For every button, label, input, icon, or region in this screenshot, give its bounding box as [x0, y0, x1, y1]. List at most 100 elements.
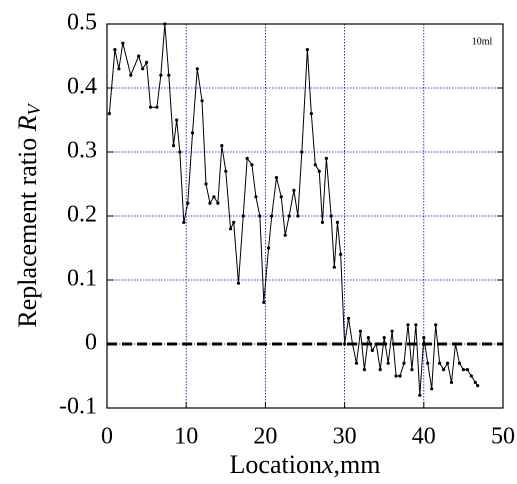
x-axis-label: Locationx,mm — [230, 450, 381, 479]
data-point — [200, 99, 204, 103]
data-point — [398, 374, 402, 378]
data-point — [309, 112, 313, 116]
data-point — [305, 48, 309, 52]
data-point — [296, 214, 300, 218]
data-point — [324, 156, 328, 160]
data-point — [195, 67, 199, 71]
y-label-text: Replacement ratio — [13, 138, 42, 328]
data-point — [313, 163, 317, 167]
data-point — [465, 368, 469, 372]
data-point — [137, 54, 141, 58]
data-point — [350, 342, 355, 346]
x-label-text: Location — [230, 450, 322, 479]
data-point — [362, 368, 366, 372]
y-label-sub: V — [24, 102, 44, 115]
y-tick-label: 0.3 — [67, 138, 97, 164]
data-point — [113, 48, 117, 52]
data-point — [220, 144, 224, 148]
data-point — [329, 214, 333, 218]
data-point — [190, 131, 195, 135]
data-point — [159, 73, 163, 77]
data-point — [212, 195, 216, 199]
data-point — [163, 22, 167, 26]
x-tick-label: 20 — [253, 424, 277, 450]
data-point — [346, 316, 351, 320]
data-point — [204, 182, 208, 186]
data-point — [148, 105, 153, 109]
data-point — [287, 214, 291, 218]
data-point — [426, 361, 430, 365]
data-point — [317, 169, 321, 173]
data-point — [241, 214, 245, 218]
y-axis-label: Replacement ratio RV — [13, 102, 44, 327]
data-point — [175, 118, 179, 122]
x-label-unit: ,mm — [334, 450, 381, 479]
x-tick-label: 30 — [333, 424, 357, 450]
data-point — [414, 323, 418, 327]
data-point — [442, 368, 446, 372]
data-point — [374, 342, 378, 346]
data-point — [178, 150, 182, 154]
data-point — [167, 73, 171, 77]
data-point — [422, 336, 426, 340]
data-point — [406, 323, 410, 327]
data-point — [216, 201, 220, 205]
data-point — [386, 361, 390, 365]
data-point — [224, 169, 228, 173]
data-point — [232, 220, 236, 224]
data-point — [258, 214, 262, 218]
data-point — [250, 163, 254, 167]
data-point — [430, 387, 434, 391]
y-tick-label: 0 — [85, 330, 97, 356]
data-point — [434, 323, 438, 327]
data-point — [378, 368, 382, 372]
data-point — [473, 380, 477, 384]
data-point — [228, 227, 233, 231]
data-point — [366, 336, 370, 340]
data-point — [418, 393, 422, 397]
data-point — [339, 252, 343, 256]
plot-frame — [106, 23, 504, 409]
data-point — [461, 368, 465, 372]
data-point — [186, 201, 190, 205]
data-point — [354, 361, 359, 365]
data-point — [453, 342, 458, 346]
data-point — [208, 201, 212, 205]
data-point — [274, 176, 279, 180]
y-tick-label: 0.5 — [67, 10, 97, 36]
data-point — [254, 195, 258, 199]
data-point — [402, 361, 406, 365]
data-point — [182, 220, 186, 224]
annotation: 10ml — [472, 36, 493, 47]
x-tick-label: 40 — [412, 424, 436, 450]
x-label-var: x — [321, 450, 334, 479]
data-point — [117, 67, 121, 71]
data-point — [469, 374, 473, 378]
data-point — [283, 233, 287, 237]
data-point — [292, 188, 296, 192]
x-tick-label: 0 — [101, 424, 113, 450]
data-point — [449, 380, 454, 384]
data-point — [279, 195, 283, 199]
data-point — [438, 361, 442, 365]
data-point — [129, 73, 133, 77]
data-point — [445, 361, 450, 365]
data-point — [171, 144, 176, 148]
data-point — [262, 300, 266, 304]
data-point — [394, 374, 398, 378]
data-point — [457, 361, 462, 365]
data-point — [476, 384, 480, 388]
y-tick-label: -0.1 — [59, 394, 97, 420]
data-point — [370, 348, 374, 352]
data-point — [300, 150, 304, 154]
data-point — [155, 105, 159, 109]
data-point — [141, 67, 145, 71]
data-point — [320, 220, 325, 224]
data-point — [121, 41, 125, 45]
data-point — [382, 336, 386, 340]
data-point — [343, 342, 347, 346]
data-point — [332, 265, 336, 269]
data-point — [270, 214, 274, 218]
data-point — [410, 368, 414, 372]
